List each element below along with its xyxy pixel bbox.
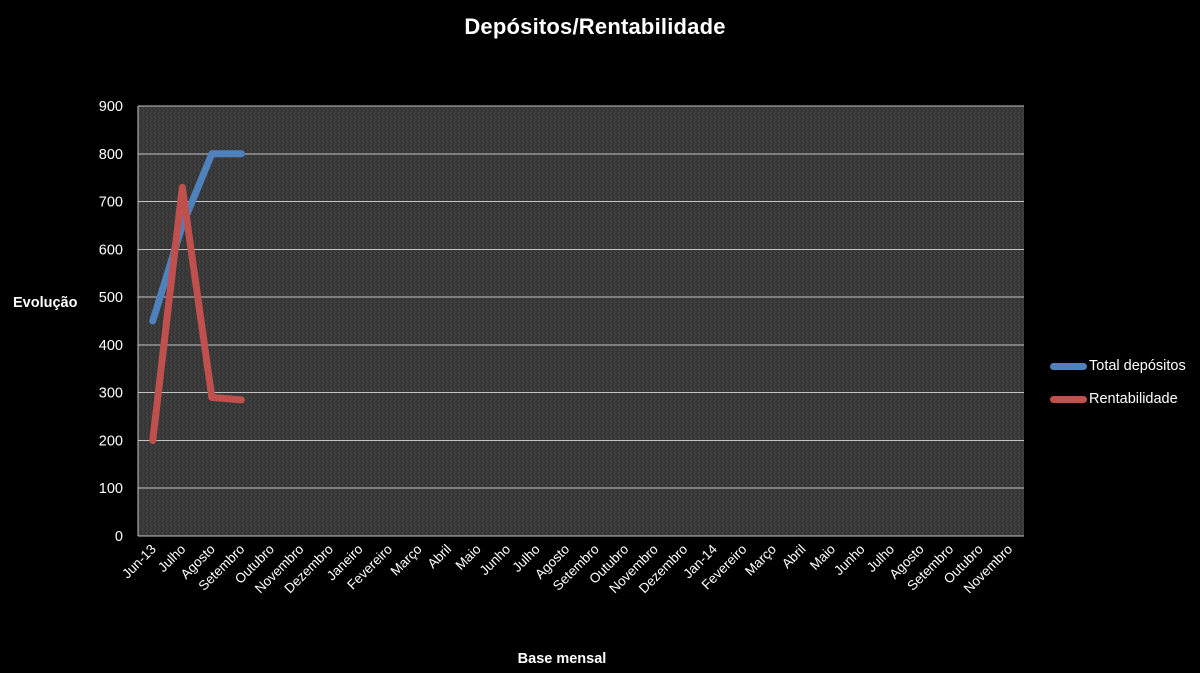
- y-axis-tick-label: 500: [99, 290, 123, 306]
- y-axis-tick-label: 900: [99, 99, 123, 115]
- y-axis-tick-label: 200: [99, 433, 123, 449]
- x-axis-title: Base mensal: [517, 651, 607, 667]
- y-axis-title: Evolução: [13, 295, 78, 311]
- y-axis-tick-label: 100: [99, 481, 123, 497]
- legend-item-rentabilidade: Rentabilidade: [1050, 386, 1186, 412]
- series-line-0: [149, 150, 245, 325]
- y-axis-tick-label: 700: [99, 195, 123, 211]
- x-axis-category-label: Abril: [779, 542, 809, 572]
- y-axis-tick-label: 300: [99, 386, 123, 402]
- legend-label: Rentabilidade: [1089, 391, 1178, 407]
- plot-area: [138, 106, 1024, 536]
- y-axis-tick-label: 800: [99, 147, 123, 163]
- chart-title: Depósitos/Rentabilidade: [464, 14, 726, 39]
- x-axis-category-label: Março: [388, 542, 425, 579]
- y-axis-tick-label: 600: [99, 242, 123, 258]
- legend-item-total-depositos: Total depósitos: [1050, 353, 1186, 379]
- x-axis-category-label: Março: [742, 542, 779, 579]
- x-axis-category-label: Abril: [425, 542, 455, 572]
- x-axis-category-label: Jun-13: [119, 542, 159, 582]
- series-line-1: [149, 183, 245, 444]
- legend-line-marker-red: [1050, 395, 1087, 403]
- legend-label: Total depósitos: [1089, 358, 1186, 374]
- y-axis-tick-label: 400: [99, 338, 123, 354]
- y-axis-tick-label: 0: [115, 529, 123, 545]
- legend: Total depósitos Rentabilidade: [1050, 353, 1186, 419]
- legend-line-marker-blue: [1050, 362, 1087, 370]
- x-axis-category-label: Junho: [831, 542, 868, 579]
- x-axis-category-label: Junho: [477, 542, 514, 579]
